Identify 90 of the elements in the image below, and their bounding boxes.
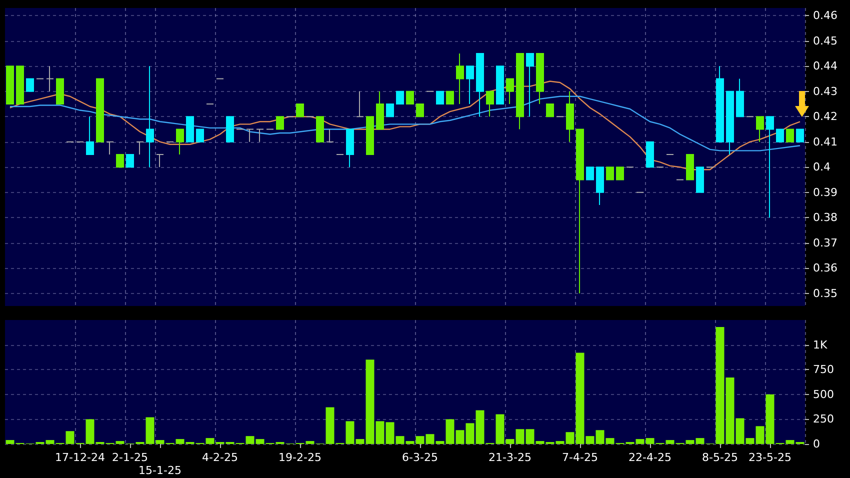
y-tick-label: 0.43 <box>813 84 838 98</box>
candlestick <box>226 116 234 142</box>
candlestick <box>786 128 794 142</box>
y-tick-label: 0.4 <box>813 160 830 174</box>
candlestick <box>576 128 584 294</box>
candlestick <box>26 78 34 92</box>
candlestick <box>416 103 424 118</box>
candlestick <box>116 154 124 168</box>
candlestick <box>736 78 744 118</box>
y-tick-label: 0.36 <box>813 262 838 275</box>
candlestick <box>406 90 414 104</box>
candlestick <box>456 52 464 104</box>
candlestick <box>176 128 184 155</box>
candlestick <box>386 103 394 118</box>
y-tick-label: 0.39 <box>813 186 838 199</box>
candlestick <box>686 154 694 180</box>
candlestick <box>536 52 544 104</box>
candlestick <box>106 141 114 155</box>
candlestick <box>96 78 104 142</box>
candlestick <box>756 116 764 142</box>
y-tick-label: 0.35 <box>813 286 838 300</box>
candlestick <box>346 128 354 168</box>
y-tick-label: 0 <box>813 438 820 450</box>
y-tick-label: 0.46 <box>813 9 838 22</box>
candlestick <box>6 66 14 104</box>
x-tick-label: 6-3-25 <box>402 451 438 464</box>
candlestick <box>146 66 154 168</box>
x-tick-label: 22-4-25 <box>628 451 672 464</box>
candlestick <box>396 90 404 104</box>
candlestick <box>646 141 654 168</box>
y-tick-label: 1K <box>813 338 828 352</box>
candlestick <box>246 128 254 142</box>
candlestick <box>366 116 374 155</box>
candlestick <box>766 116 774 218</box>
candlestick <box>56 78 64 104</box>
candlestick <box>86 116 94 155</box>
candlestick <box>16 66 24 104</box>
x-tick-label: 4-2-25 <box>202 451 238 464</box>
candlestick <box>466 66 474 104</box>
candlestick <box>136 141 144 155</box>
candlestick <box>126 154 134 168</box>
candlestick <box>256 128 264 142</box>
candlestick <box>296 103 304 118</box>
candlestick <box>776 128 784 142</box>
x-tick-label: 21-3-25 <box>488 451 532 464</box>
x-tick-label: 23-5-25 <box>748 451 792 464</box>
y-tick-label: 0.42 <box>813 110 838 124</box>
candlestick <box>326 128 334 142</box>
line-series <box>9 96 801 152</box>
x-tick-label: 15-1-25 <box>138 464 182 477</box>
candlestick <box>716 66 724 142</box>
y-tick-label: 0.38 <box>813 211 838 224</box>
y-tick-label: 0.37 <box>813 236 838 250</box>
y-tick-label: 0.44 <box>813 60 838 73</box>
candlestick <box>436 90 444 104</box>
candlestick <box>356 90 364 118</box>
candlestick <box>276 116 284 130</box>
candlestick <box>446 90 454 104</box>
candlestick <box>506 78 514 104</box>
candlestick <box>476 52 484 118</box>
candlestick <box>316 116 324 142</box>
x-tick-label: 7-4-25 <box>562 451 598 464</box>
candlestick <box>486 90 494 118</box>
y-tick-label: 0.45 <box>813 34 838 48</box>
x-tick-label: 17-12-24 <box>55 451 105 464</box>
candlestick <box>496 66 504 104</box>
candlestick <box>526 52 534 118</box>
x-tick-label: 8-5-25 <box>702 451 738 464</box>
y-tick-label: 0.41 <box>813 135 838 148</box>
line-series <box>9 80 801 170</box>
y-tick-label: 500 <box>813 388 834 401</box>
y-tick-label: 250 <box>813 412 834 426</box>
candlestick <box>796 128 804 142</box>
candlestick <box>546 103 554 118</box>
candlestick <box>606 166 614 180</box>
y-tick-label: 750 <box>813 363 834 376</box>
candlestick <box>726 90 734 155</box>
candlestick <box>156 154 164 168</box>
candlestick <box>566 90 574 142</box>
x-tick-label: 2-1-25 <box>112 451 148 464</box>
candlestick <box>696 166 704 193</box>
candlestick <box>196 128 204 142</box>
candlestick <box>186 116 194 142</box>
candlestick <box>596 166 604 206</box>
candlestick <box>616 166 624 180</box>
candlestick <box>516 52 524 130</box>
candlestick <box>46 66 54 92</box>
x-tick-label: 19-2-25 <box>278 451 322 464</box>
candlestick <box>376 90 384 130</box>
candlestick <box>586 166 594 180</box>
